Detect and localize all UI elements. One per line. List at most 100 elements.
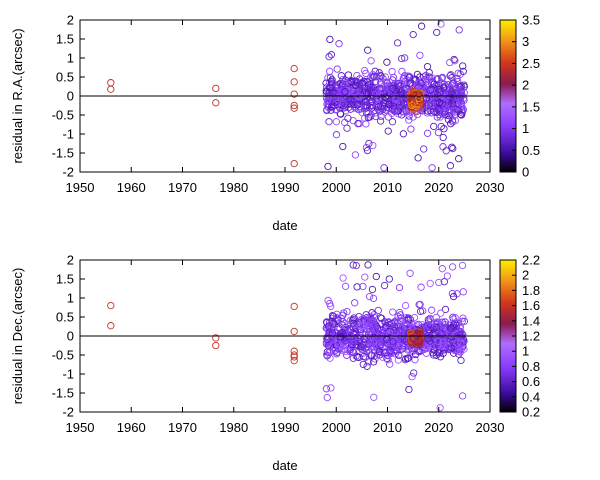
dec-data-point [290,351,298,359]
dec-cluster-point [368,321,376,330]
ra-cluster-point [393,39,402,47]
dec-cluster-point [435,278,443,287]
ra-cluster-point [442,147,450,155]
dec-cluster-point [368,351,376,360]
dec-colorbar-tick-label: 1 [522,344,529,359]
dec-cluster-point [406,269,414,277]
ra-cluster-point [414,97,422,106]
ra-cluster-point [363,103,372,111]
dec-cluster-point [404,314,413,322]
ra-cluster-point [430,122,438,131]
ra-cluster-point [433,113,441,121]
dec-cluster-point [395,283,404,292]
ra-cluster-point [364,109,372,117]
ra-cluster-point [458,106,466,114]
ra-cluster-point [324,162,332,171]
dec-cluster-point [448,289,457,298]
ra-cluster-point [437,20,445,28]
dec-cluster-point [447,324,455,332]
ra-cluster-point [451,116,460,125]
dec-x-axis-label: date [272,458,297,473]
dec-x-tick-label: 2020 [424,420,453,435]
ra-cluster-point [422,86,430,94]
ra-cluster-point [459,62,467,70]
dec-data-point [290,347,298,355]
dec-cluster-point [434,319,442,327]
ra-cluster-point [444,115,453,124]
ra-cluster-point [335,40,343,48]
dec-cluster-point [368,309,376,317]
dec-cluster-point [347,330,355,339]
ra-cluster-point [383,79,391,87]
dec-colorbar-tick-label: 1.6 [522,298,540,313]
dec-cluster-point [370,393,378,401]
dec-y-tick-label: -0.5 [52,348,74,363]
ra-cluster-point [402,107,410,116]
ra-cluster-point [395,104,403,112]
ra-cluster-point [383,58,391,66]
ra-y-tick-label: -0.5 [52,108,74,123]
ra-x-tick-label: 2020 [424,180,453,195]
dec-y-tick-label: -1.5 [52,386,74,401]
ra-cluster-point [399,108,407,116]
ra-cluster-point [432,108,440,117]
ra-y-axis-label: residual in R.A.(arcsec) [10,28,25,163]
ra-cluster-point [351,151,360,159]
ra-cluster-point [448,73,456,82]
ra-cluster-point [426,86,434,95]
ra-x-tick-label: 1950 [66,180,95,195]
ra-cluster-point [439,143,447,151]
dec-y-tick-label: 0 [67,329,74,344]
dec-cluster-point [355,333,364,341]
ra-y-tick-label: 0 [67,89,74,104]
dec-y-ticks: -2 -1.5 -1 -0.5 0 0.5 1 1.5 2 [52,253,490,420]
dec-cluster-point [455,327,464,336]
ra-y-ticks: -2 -1.5 -1 -0.5 0 0.5 1 1.5 2 [52,13,490,180]
ra-cluster-point [398,54,406,63]
ra-cluster-point [453,74,461,83]
ra-cluster-point [371,78,379,86]
ra-cluster-point [416,51,424,59]
dec-cluster-point [330,341,338,349]
ra-cluster-point [325,53,333,61]
dec-data-point [290,353,298,361]
dec-y-tick-label: 1 [67,291,74,306]
dec-cluster-point [404,346,412,354]
ra-cluster-point [407,125,415,133]
ra-cluster-point [454,102,462,110]
ra-cluster-point [356,105,364,113]
dec-cluster-point [417,283,425,291]
dec-y-tick-label: 1.5 [56,272,74,287]
ra-cluster-point [352,78,360,87]
ra-y-tick-label: 1 [67,51,74,66]
dec-cluster-point [396,343,404,351]
ra-cluster-point [404,72,412,80]
dec-cluster-point [458,338,466,346]
dec-colorbar-ticks: 2.221.81.61.41.210.80.60.40.2 [512,253,540,420]
dec-cluster-point [439,342,447,350]
dec-cluster-point [443,272,452,280]
dec-cluster-point [349,339,357,348]
ra-cluster-point [344,114,352,122]
dec-cluster-point [439,326,447,334]
dec-cluster-point [457,356,465,365]
ra-cluster-point [419,76,427,85]
ra-x-tick-label: 2010 [373,180,402,195]
ra-cluster-point [322,79,330,87]
dec-cluster-point [395,351,403,359]
dec-cluster-point [458,392,467,400]
ra-colorbar [499,19,517,173]
ra-cluster-point [396,81,405,90]
dec-residual-panel: -2-1.5-1-0.500.511.52 1950 1960 1970 1980 19… [10,253,540,474]
ra-cluster-point [325,118,333,126]
dec-cluster-point [328,312,337,320]
ra-cluster-point [388,118,397,126]
ra-cluster-point [448,87,456,95]
ra-x-tick-label: 2000 [322,180,351,195]
ra-cluster-point [440,84,448,92]
dec-data-point [212,334,220,342]
ra-cluster-point [449,144,457,153]
dec-cluster-point [438,265,446,273]
dec-cluster-point [384,356,392,364]
ra-cluster-point [430,91,438,99]
